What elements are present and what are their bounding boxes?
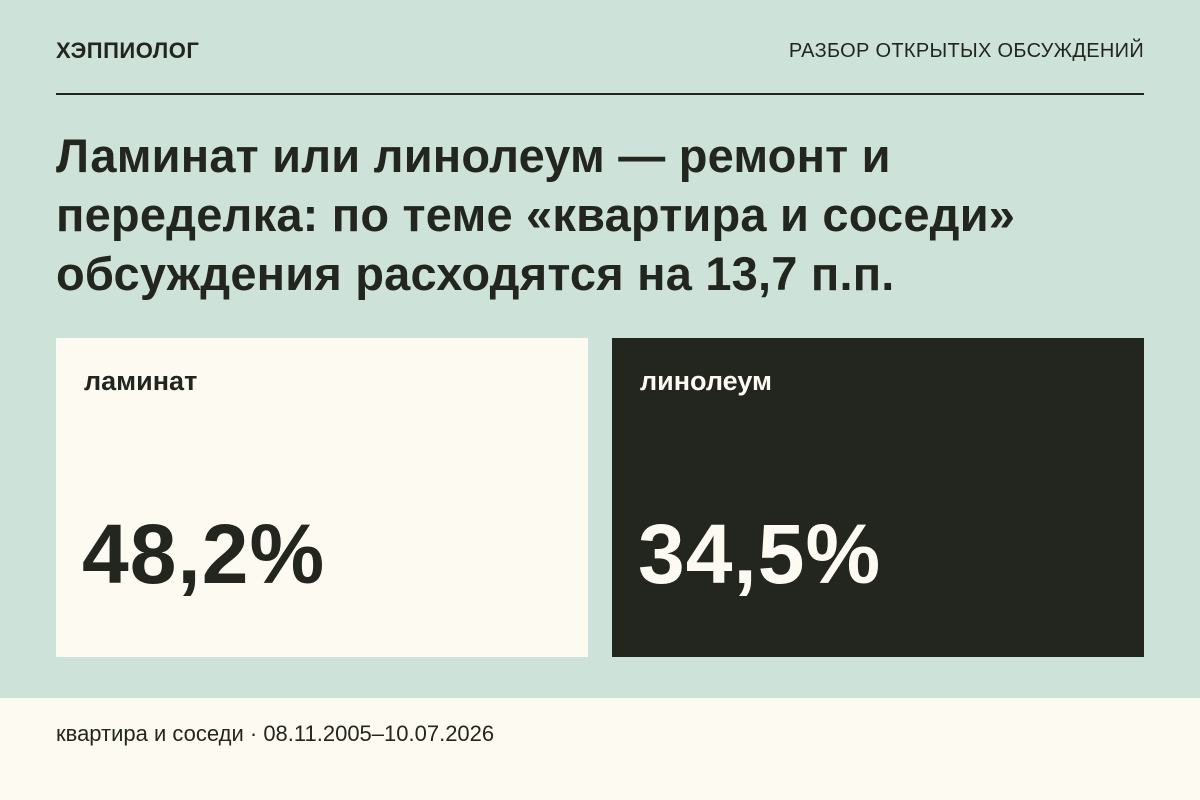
- divider: [56, 93, 1144, 95]
- footer: квартира и соседи · 08.11.2005–10.07.202…: [0, 698, 1200, 800]
- card-label: ламинат: [84, 366, 198, 396]
- card: ламинат 48,2%: [56, 338, 588, 657]
- footer-text: квартира и соседи · 08.11.2005–10.07.202…: [56, 721, 495, 746]
- headline-line: обсуждения расходятся на 13,7 п.п.: [56, 247, 895, 300]
- headline-line: Ламинат или линолеум — ремонт и: [56, 129, 891, 182]
- headline-line: переделка: по теме «квартира и соседи»: [56, 188, 1016, 241]
- headline: Ламинат или линолеум — ремонт и переделк…: [56, 126, 1156, 303]
- card-value: 34,5%: [638, 507, 882, 601]
- section-label: РАЗБОР ОТКРЫТЫХ ОБСУЖДЕНИЙ: [788, 40, 1144, 62]
- brand: ХЭППИОЛОГ: [56, 38, 200, 63]
- card-value: 48,2%: [82, 507, 326, 601]
- card-label: линолеум: [640, 366, 772, 396]
- card: линолеум 34,5%: [612, 338, 1144, 657]
